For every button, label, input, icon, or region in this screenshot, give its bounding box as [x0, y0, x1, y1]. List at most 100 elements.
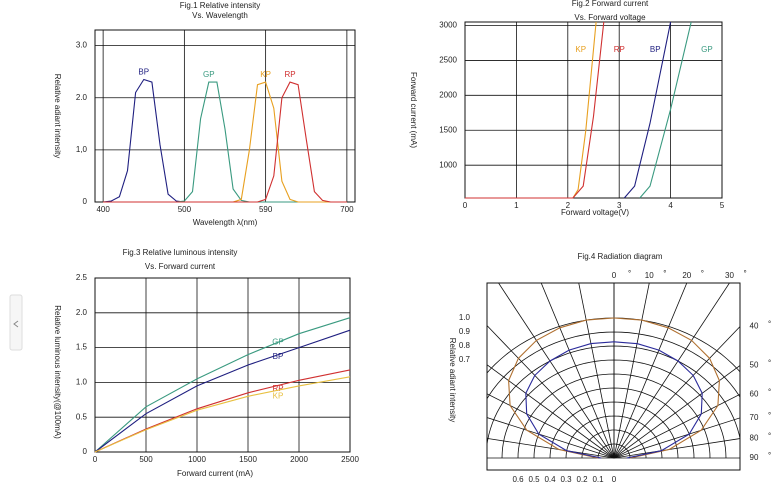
r-tick-label: 0.6: [512, 475, 524, 484]
polar-plot: [487, 283, 740, 459]
x-tick-label: 1: [514, 201, 519, 210]
angle-unit: °: [701, 269, 704, 278]
series-label: KP: [273, 391, 284, 400]
angle-tick-label: 40: [750, 322, 759, 331]
x-tick-label: 1000: [188, 455, 206, 464]
x-tick-label: 1500: [239, 455, 257, 464]
r-tick-label: 0.3: [560, 475, 572, 484]
series-label: GP: [203, 70, 215, 79]
angle-unit: °: [663, 269, 666, 278]
x-tick-label: 3: [617, 201, 622, 210]
x-tick-label: 590: [259, 205, 273, 214]
chart-subtitle: Vs. Forward voltage: [574, 13, 646, 22]
series-label: GP: [272, 338, 284, 347]
x-axis-label: Wavelength λ(nm): [193, 218, 258, 227]
series-label: BP: [273, 352, 284, 361]
series-label: RP: [614, 45, 625, 54]
y-tick-label: 2.0: [76, 93, 88, 102]
plot-frame: [486, 282, 741, 471]
x-tick-label: 0: [463, 201, 468, 210]
r-tick-label: 0: [612, 475, 617, 484]
chart-title: Fig.1 Relative intensity: [180, 1, 260, 10]
r-tick-label: 0.4: [544, 475, 556, 484]
y-tick-label: 2.0: [76, 308, 88, 317]
grid-ray: [613, 283, 730, 459]
grid-ray: [487, 324, 615, 459]
r-tick-label: 0.1: [592, 475, 604, 484]
series-label: KP: [575, 45, 586, 54]
series-label: RP: [284, 70, 295, 79]
x-tick-label: 2: [566, 201, 571, 210]
r-tick-label: 0.8: [459, 341, 471, 350]
series-label: RP: [272, 384, 283, 393]
radiation-curve: [613, 317, 720, 459]
grid-ray: [487, 417, 615, 459]
series-label: BP: [138, 68, 149, 77]
series-line: [465, 21, 605, 199]
x-tick-label: 2500: [341, 455, 359, 464]
angle-tick-label: 20: [682, 271, 691, 280]
y-tick-label: 0.5: [76, 412, 88, 421]
grid-ray: [613, 326, 740, 459]
series-line: [94, 329, 351, 453]
series-line: [572, 21, 597, 199]
y-tick-label: 2000: [439, 90, 457, 99]
angle-unit: °: [768, 387, 771, 396]
plot-frame: [94, 277, 351, 453]
r-tick-label: 0.2: [576, 475, 588, 484]
y-tick-label: 1500: [439, 125, 457, 134]
radiation-curve: [525, 341, 615, 459]
x-tick-label: 700: [340, 205, 354, 214]
r-tick-label: 0.9: [459, 327, 471, 336]
chart-title: Fig.4 Radiation diagram: [578, 252, 663, 261]
angle-unit: °: [743, 269, 746, 278]
x-axis-label: Forward voltage(V): [561, 208, 629, 217]
r-tick-label: 0.7: [459, 355, 471, 364]
angle-tick-label: 10: [645, 271, 654, 280]
series-line: [639, 21, 692, 199]
x-tick-label: 500: [139, 455, 153, 464]
grid-ray: [498, 283, 615, 459]
series-line: [94, 317, 351, 453]
y-axis-label: Relative adiant intensity: [53, 74, 62, 159]
series-label: GP: [701, 45, 713, 54]
y-tick-label: 0: [83, 197, 88, 206]
grid-ray: [613, 438, 740, 459]
y-tick-label: 1,0: [76, 145, 88, 154]
grid-ray: [487, 393, 615, 459]
y-tick-label: 2500: [439, 56, 457, 65]
angle-unit: °: [768, 320, 771, 329]
x-tick-label: 5: [720, 201, 725, 210]
grid-ray: [613, 283, 688, 459]
chart-title: Fig.3 Relative luminous intensity: [123, 248, 238, 257]
grid-ray: [613, 283, 650, 459]
x-tick-label: 500: [178, 205, 192, 214]
y-tick-label: 1.5: [76, 343, 88, 352]
angle-tick-label: 70: [750, 413, 759, 422]
x-tick-label: 400: [96, 205, 110, 214]
y-tick-label: 2.5: [76, 273, 88, 282]
angle-tick-label: 30: [725, 271, 734, 280]
y-tick-label: 1000: [439, 160, 457, 169]
chart-subtitle: Vs. Forward current: [145, 262, 216, 271]
angle-tick-label: 0: [612, 271, 617, 280]
y-axis-label: Forward current (mA): [409, 72, 418, 148]
grid-ray: [487, 364, 615, 459]
series-line: [94, 376, 351, 453]
y-axis-label: Relative luminous intensity(@100mA): [53, 305, 62, 439]
angle-unit: °: [768, 359, 771, 368]
x-tick-label: 4: [668, 201, 673, 210]
y-axis-label: Relative adiant intensity: [448, 338, 457, 423]
grid-ray: [578, 283, 615, 459]
radiation-curve: [508, 317, 615, 459]
series-line: [103, 81, 347, 203]
angle-tick-label: 60: [750, 389, 759, 398]
grid-ray: [487, 438, 615, 459]
series-label: KP: [260, 70, 271, 79]
angle-unit: °: [768, 432, 771, 441]
plot-frame: [464, 21, 723, 199]
angle-unit: °: [768, 411, 771, 420]
y-tick-label: 0: [83, 447, 88, 456]
chart-title: Fig.2 Forward current: [572, 0, 649, 8]
